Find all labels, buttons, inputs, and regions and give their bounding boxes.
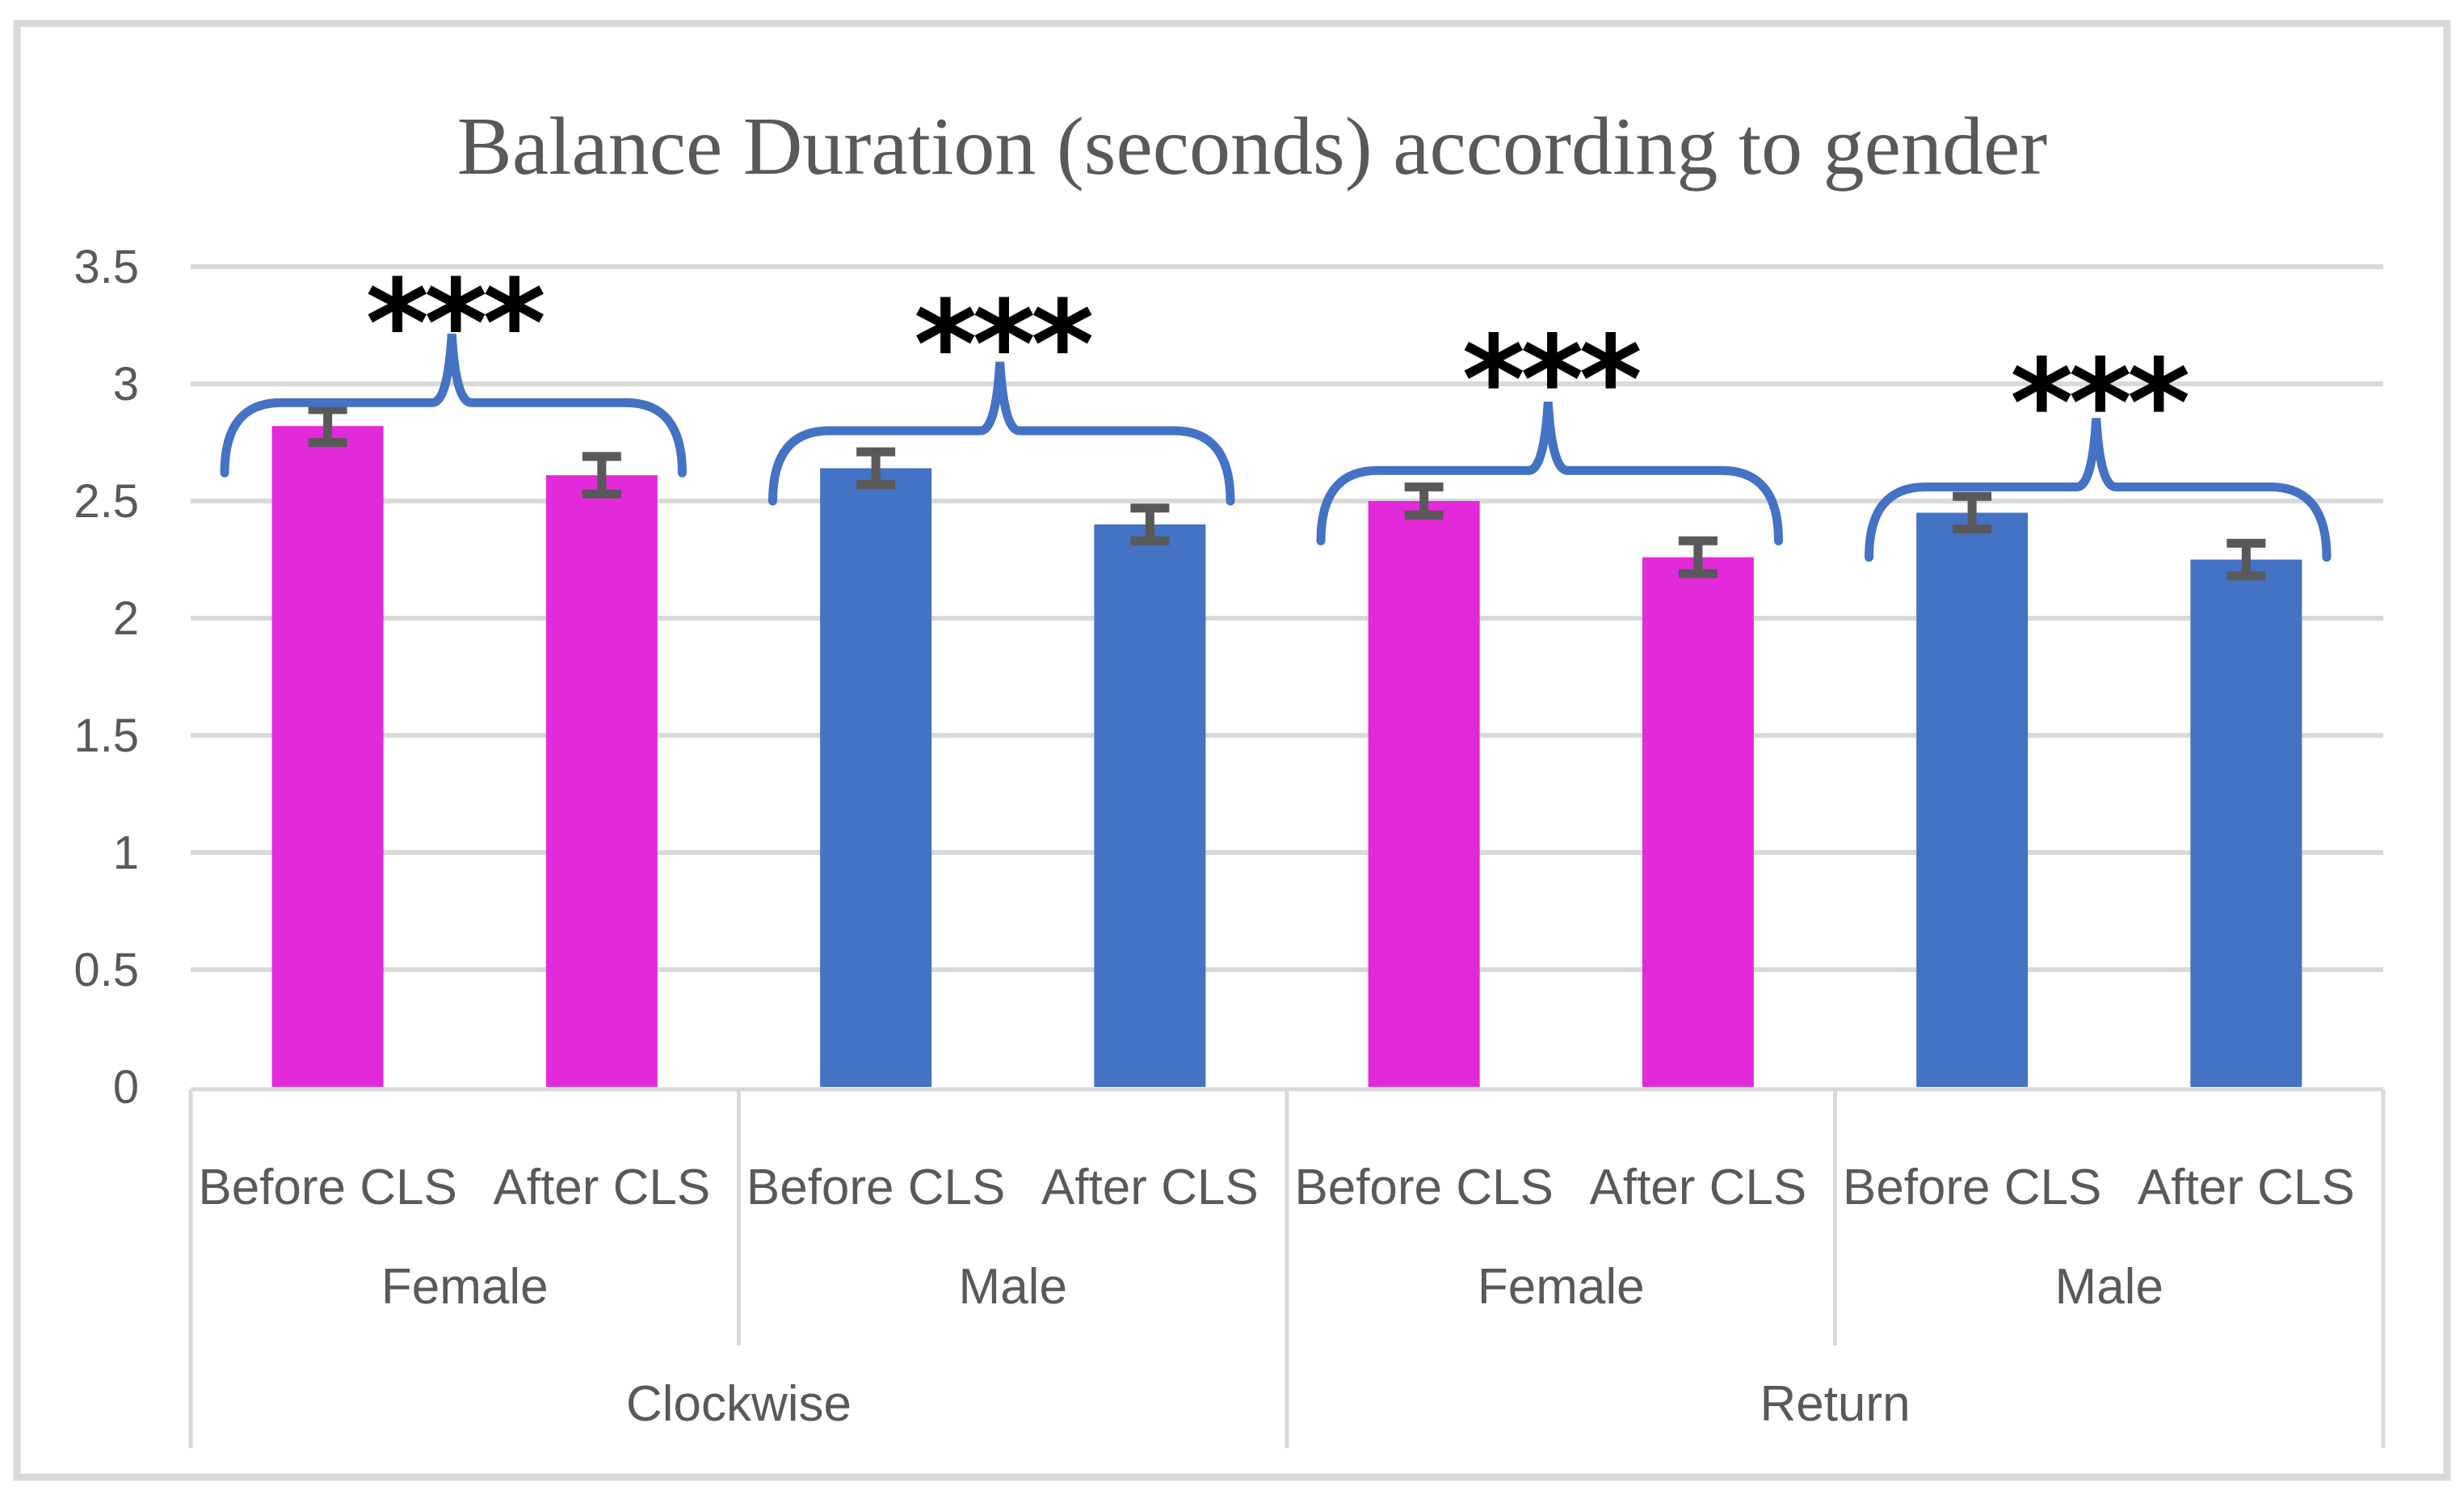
axis-label-gender-return-male: Male <box>2055 1259 2163 1315</box>
chart-title: Balance Duration (seconds) according to … <box>457 101 2047 192</box>
y-tick-label-1: 1 <box>113 827 139 879</box>
error-bar-clockwise-female-after-cls <box>582 452 621 499</box>
significance-brace-return-female <box>1316 401 1783 545</box>
bar-clockwise-female-before-cls <box>271 426 384 1087</box>
axis-label-rotation-return: Return <box>1760 1376 1910 1432</box>
y-tick-label-0: 0 <box>113 1061 139 1114</box>
y-tick-label-0.5: 0.5 <box>74 944 139 996</box>
y-tick-label-3: 3 <box>113 358 139 411</box>
bar-clockwise-male-after-cls <box>1094 524 1206 1087</box>
axis-label-return-female-before-cls: Before CLS <box>1294 1160 1554 1215</box>
bar-return-female-before-cls <box>1368 501 1480 1087</box>
axis-label-gender-clockwise-female: Female <box>381 1259 549 1315</box>
significance-brace-clockwise-female <box>220 333 687 478</box>
error-bar-return-female-after-cls <box>1678 536 1718 579</box>
bar-return-male-before-cls <box>1916 512 2029 1087</box>
bars-layer <box>271 405 2302 1087</box>
axis-label-clockwise-female-after-cls: After CLS <box>493 1160 710 1215</box>
y-tick-label-3.5: 3.5 <box>74 241 139 293</box>
bar-return-male-after-cls <box>2190 559 2302 1087</box>
axis-label-rotation-clockwise: Clockwise <box>626 1376 851 1432</box>
error-bar-return-male-before-cls <box>1953 491 1992 534</box>
axis-label-clockwise-male-after-cls: After CLS <box>1041 1160 1259 1215</box>
error-bar-clockwise-male-before-cls <box>856 447 896 490</box>
figure-border <box>13 19 2451 1481</box>
significance-stars-clockwise-female: *** <box>366 255 545 395</box>
axis-label-return-female-after-cls: After CLS <box>1589 1160 1806 1215</box>
bar-clockwise-female-after-cls <box>545 475 658 1087</box>
significance-brace-return-male <box>1865 418 2332 562</box>
significance-stars-return-male: *** <box>2010 334 2189 474</box>
error-bar-return-female-before-cls <box>1404 482 1444 520</box>
axis-label-clockwise-female-before-cls: Before CLS <box>198 1160 457 1215</box>
axis-label-gender-return-female: Female <box>1478 1259 1645 1315</box>
significance-stars-return-female: *** <box>1462 310 1641 451</box>
bar-return-female-after-cls <box>1642 557 1754 1087</box>
significance-brace-clockwise-male <box>768 361 1235 506</box>
axis-label-gender-clockwise-male: Male <box>959 1259 1067 1315</box>
y-tick-label-2: 2 <box>113 592 139 645</box>
axis-label-return-male-after-cls: After CLS <box>2138 1160 2355 1215</box>
error-bar-clockwise-female-before-cls <box>308 405 347 447</box>
error-bar-clockwise-male-after-cls <box>1130 503 1170 545</box>
y-tick-label-2.5: 2.5 <box>74 475 139 528</box>
bar-clockwise-male-before-cls <box>820 468 932 1087</box>
axis-layer: Before CLS After CLS Female Before CLS After… <box>188 1087 2386 1448</box>
y-tick-label-1.5: 1.5 <box>74 709 139 762</box>
axis-label-clockwise-male-before-cls: Before CLS <box>746 1160 1006 1215</box>
error-bar-return-male-after-cls <box>2226 538 2266 581</box>
annotations-layer: *** *** *** *** <box>220 255 2332 562</box>
axis-label-return-male-before-cls: Before CLS <box>1843 1160 2102 1215</box>
significance-stars-clockwise-male: *** <box>914 276 1092 416</box>
